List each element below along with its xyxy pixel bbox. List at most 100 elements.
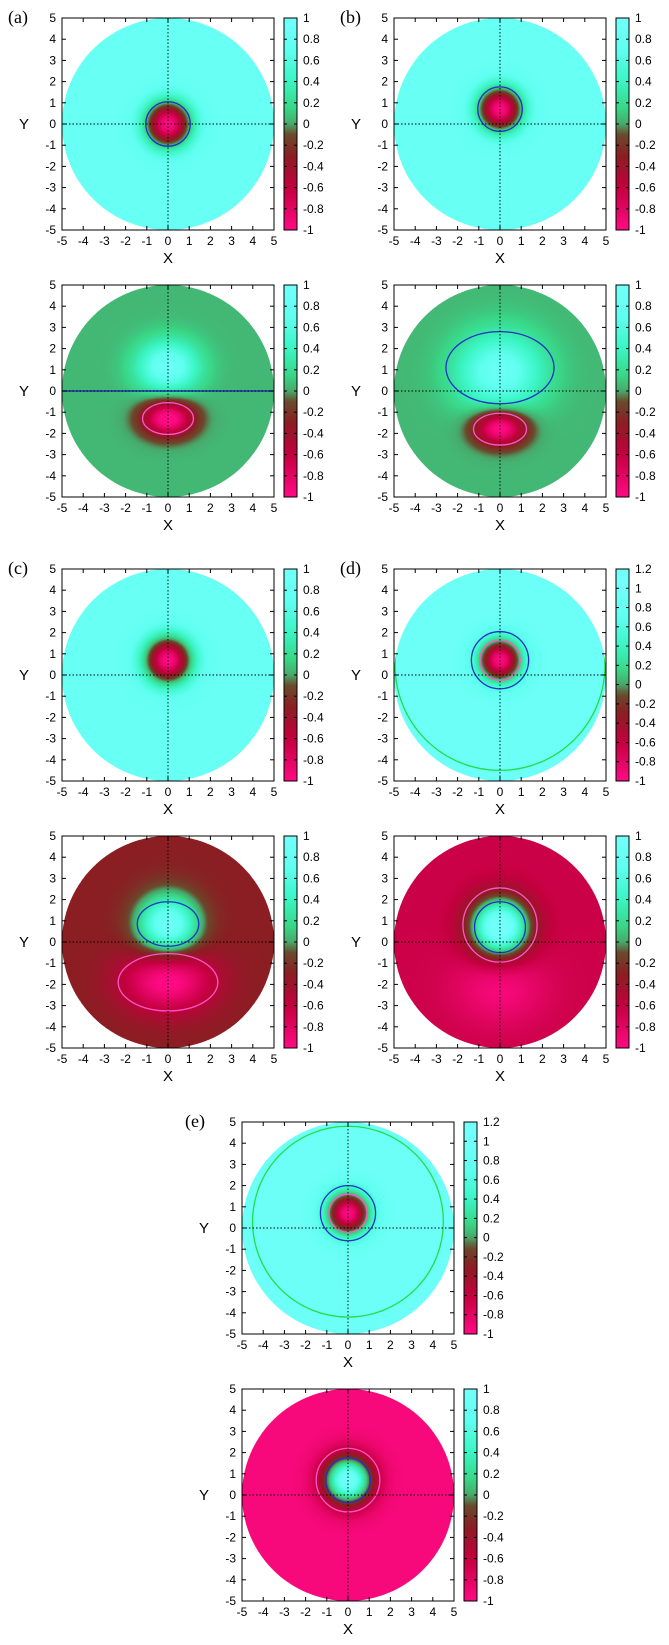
y-tick-label: 3 <box>49 604 56 618</box>
colorbar-tick-label: 0.8 <box>635 32 652 46</box>
y-tick-label: -5 <box>377 490 388 504</box>
x-tick-label: 4 <box>249 234 256 248</box>
x-tick-label: 3 <box>408 1338 415 1352</box>
x-tick-label: -3 <box>431 234 442 248</box>
colorbar-tick-label: 0.6 <box>635 320 652 334</box>
colorbar-tick-label: 1 <box>303 562 310 576</box>
y-tick-label: -3 <box>45 999 56 1013</box>
y-tick-label: 4 <box>229 1403 236 1417</box>
y-tick-label: 4 <box>381 299 388 313</box>
y-tick-label: 3 <box>381 871 388 885</box>
colorbar-tick-label: 0.8 <box>303 850 320 864</box>
colorbar-tick-label: -1 <box>635 223 646 237</box>
x-tick-label: 1 <box>518 1052 525 1066</box>
colorbar-tick-label: 0.4 <box>635 893 652 907</box>
y-tick-label: -2 <box>377 159 388 173</box>
x-tick-label: -3 <box>99 234 110 248</box>
y-axis-label: Y <box>19 667 29 684</box>
x-tick-label: -1 <box>321 1605 332 1619</box>
colorbar-tick-label: 1.2 <box>635 562 652 576</box>
colorbar-tick-label: 0.6 <box>303 871 320 885</box>
x-tick-label: -2 <box>452 1052 463 1066</box>
colorbar-tick-label: -0.8 <box>635 755 656 769</box>
x-axis-label: X <box>495 1068 505 1085</box>
colorbar-tick-label: 1 <box>635 278 642 292</box>
colorbar-tick-label: 1 <box>483 1134 490 1148</box>
colorbar-tick-label: -1 <box>635 1041 646 1055</box>
x-tick-label: 3 <box>228 785 235 799</box>
contour-magenta-1 <box>117 953 219 1012</box>
chart-panel-c-bottom: -5 -4 -3 -2 -1 0 1 2 3 4 5543210-1-2-3-4-5XY10.80.… <box>19 829 324 1085</box>
x-tick-label: 3 <box>408 1605 415 1619</box>
x-axis-label: X <box>163 801 173 818</box>
colorbar-tick-label: 0.2 <box>303 647 320 661</box>
x-tick-label: -2 <box>120 234 131 248</box>
x-tick-label: 0 <box>497 785 504 799</box>
chart-panel-e-bottom: -5 -4 -3 -2 -1 0 1 2 3 4 5543210-1-2-3-4-5XY10.80.… <box>199 1382 504 1638</box>
y-tick-label: 3 <box>381 604 388 618</box>
x-axis-label: X <box>495 517 505 534</box>
x-tick-label: 0 <box>165 1052 172 1066</box>
y-tick-label: 0 <box>381 384 388 398</box>
y-axis-label: Y <box>19 383 29 400</box>
colorbar-tick-label: -0.2 <box>303 689 324 703</box>
x-tick-label: -5 <box>389 501 400 515</box>
x-tick-label: 1 <box>518 234 525 248</box>
x-tick-label: -5 <box>237 1605 248 1619</box>
x-tick-label: -4 <box>410 785 421 799</box>
colorbar-tick-label: 0 <box>635 678 642 692</box>
y-tick-label: 3 <box>381 53 388 67</box>
y-tick-label: -4 <box>45 1020 56 1034</box>
colorbar-tick-label: 0.6 <box>635 53 652 67</box>
y-tick-label: -4 <box>45 469 56 483</box>
colorbar-tick-label: -0.6 <box>483 1552 504 1566</box>
y-tick-label: 3 <box>49 871 56 885</box>
x-tick-label: -1 <box>473 501 484 515</box>
colorbar-tick-label: 0.6 <box>483 1173 500 1187</box>
x-tick-label: 5 <box>603 234 610 248</box>
contour-magenta-1 <box>472 412 528 446</box>
colorbar-tick-label: -0.4 <box>303 977 324 991</box>
colorbar-tick-label: -0.4 <box>303 710 324 724</box>
x-tick-label: -5 <box>57 785 68 799</box>
x-tick-label: -5 <box>57 501 68 515</box>
y-tick-label: 0 <box>49 935 56 949</box>
y-tick-label: -3 <box>377 999 388 1013</box>
y-tick-label: 1 <box>229 1200 236 1214</box>
colorbar-tick-label: 0.6 <box>303 320 320 334</box>
colorbar-tick-label: -0.8 <box>303 469 324 483</box>
x-tick-label: 1 <box>186 1052 193 1066</box>
y-tick-label: 2 <box>229 1179 236 1193</box>
x-tick-label: -2 <box>120 785 131 799</box>
y-tick-label: -2 <box>225 1530 236 1544</box>
colorbar-tick-label: 0.8 <box>635 850 652 864</box>
y-tick-label: -5 <box>377 1041 388 1055</box>
y-tick-label: 2 <box>381 75 388 89</box>
colorbar-tick-label: -0.6 <box>635 735 656 749</box>
y-tick-label: 5 <box>381 562 388 576</box>
y-tick-label: 4 <box>381 32 388 46</box>
y-tick-label: -2 <box>377 710 388 724</box>
colorbar-tick-label: -1 <box>483 1594 494 1608</box>
colorbar-tick-label: -0.4 <box>303 426 324 440</box>
colorbar-tick-label: -0.2 <box>635 956 656 970</box>
x-tick-label: -2 <box>452 501 463 515</box>
y-axis-label: Y <box>351 116 361 133</box>
y-tick-label: 4 <box>49 850 56 864</box>
colorbar-tick-label: 0.6 <box>635 620 652 634</box>
colorbar-tick-label: 0.8 <box>483 1154 500 1168</box>
y-tick-label: -4 <box>377 753 388 767</box>
colorbar-tick-label: -0.6 <box>303 448 324 462</box>
x-tick-label: -3 <box>279 1605 290 1619</box>
y-tick-label: -2 <box>45 977 56 991</box>
x-tick-label: -1 <box>141 234 152 248</box>
x-tick-label: -3 <box>99 785 110 799</box>
y-axis-label: Y <box>199 1220 209 1237</box>
y-tick-label: 1 <box>381 914 388 928</box>
y-tick-label: 2 <box>229 1446 236 1460</box>
colorbar-tick-label: -0.6 <box>635 448 656 462</box>
